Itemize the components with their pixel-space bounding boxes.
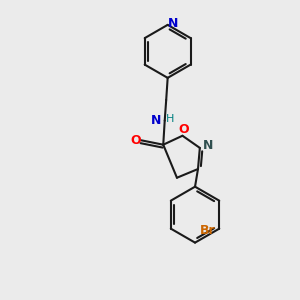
Text: N: N [203, 139, 213, 152]
Text: H: H [166, 114, 174, 124]
Text: O: O [130, 134, 141, 147]
Text: N: N [151, 114, 162, 127]
Text: N: N [168, 17, 178, 30]
Text: Br: Br [200, 224, 216, 237]
Text: O: O [178, 123, 189, 136]
